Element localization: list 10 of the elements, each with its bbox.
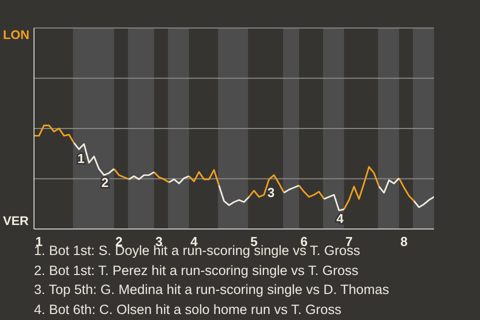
annotation: 1: [77, 151, 85, 166]
annotation: 3: [267, 185, 275, 200]
x-tick-label: 8: [400, 234, 408, 250]
text: 3. Top 5th: G. Medina hit a run-scoring single vs D. Thomas: [34, 281, 390, 299]
annotation: 4: [336, 211, 344, 226]
annotation: 2: [101, 175, 109, 190]
text: LON: [3, 28, 30, 42]
text: 4. Bot 6th: C. Olsen hit a solo home run vs T. Gross: [34, 300, 342, 318]
text: 2. Bot 1st: T. Perez hit a run-scoring single vs T. Gross: [34, 262, 360, 280]
text: VER: [3, 214, 29, 228]
